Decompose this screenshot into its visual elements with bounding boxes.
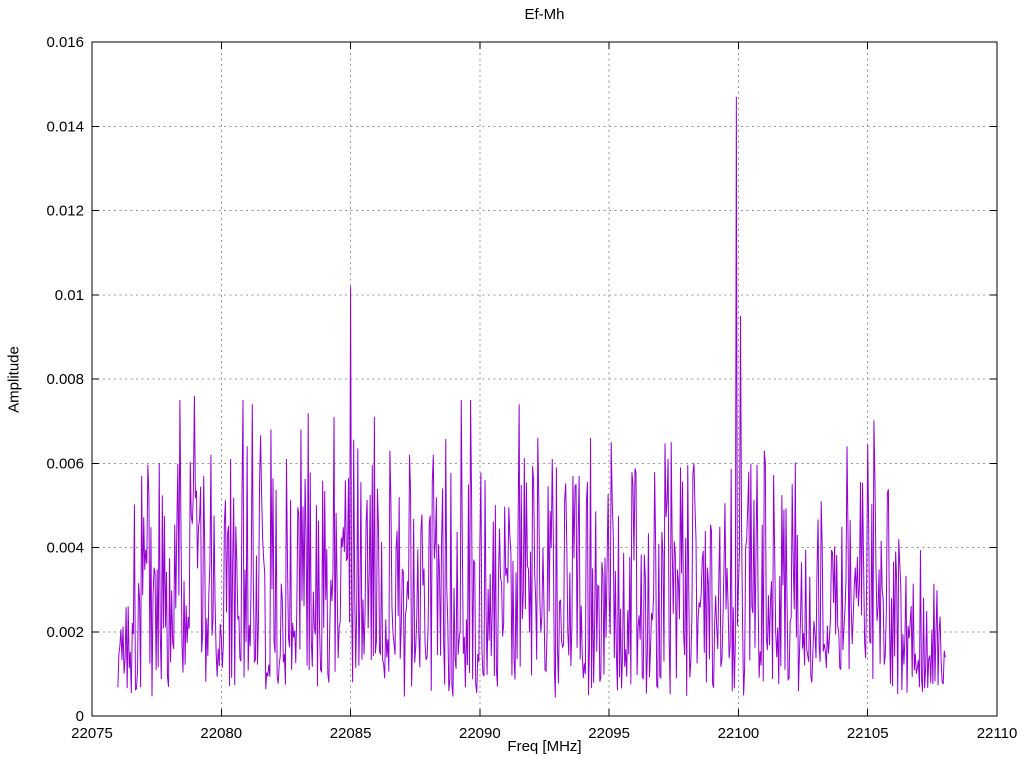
x-tick-label: 22110 (977, 725, 1018, 742)
y-tick-label: 0.004 (46, 540, 84, 557)
y-tick-label: 0 (76, 708, 84, 725)
x-tick-label: 22090 (459, 725, 501, 742)
x-tick-label: 22105 (847, 725, 889, 742)
y-tick-label: 0.012 (46, 203, 84, 220)
x-tick-label: 22080 (200, 725, 242, 742)
x-axis-label: Freq [MHz] (507, 738, 582, 755)
y-tick-label: 0.002 (46, 624, 84, 641)
y-tick-label: 0.014 (46, 118, 84, 135)
y-tick-label: 0.016 (46, 34, 84, 51)
x-tick-label: 22075 (71, 725, 113, 742)
y-tick-label: 0.008 (46, 371, 84, 388)
y-tick-label: 0.01 (55, 287, 84, 304)
chart-title: Ef-Mh (524, 6, 565, 23)
x-tick-label: 22095 (588, 725, 630, 742)
x-tick-label: 22100 (718, 725, 760, 742)
y-tick-label: 0.006 (46, 455, 84, 472)
x-tick-label: 22085 (330, 725, 372, 742)
spectrum-line (117, 96, 946, 698)
